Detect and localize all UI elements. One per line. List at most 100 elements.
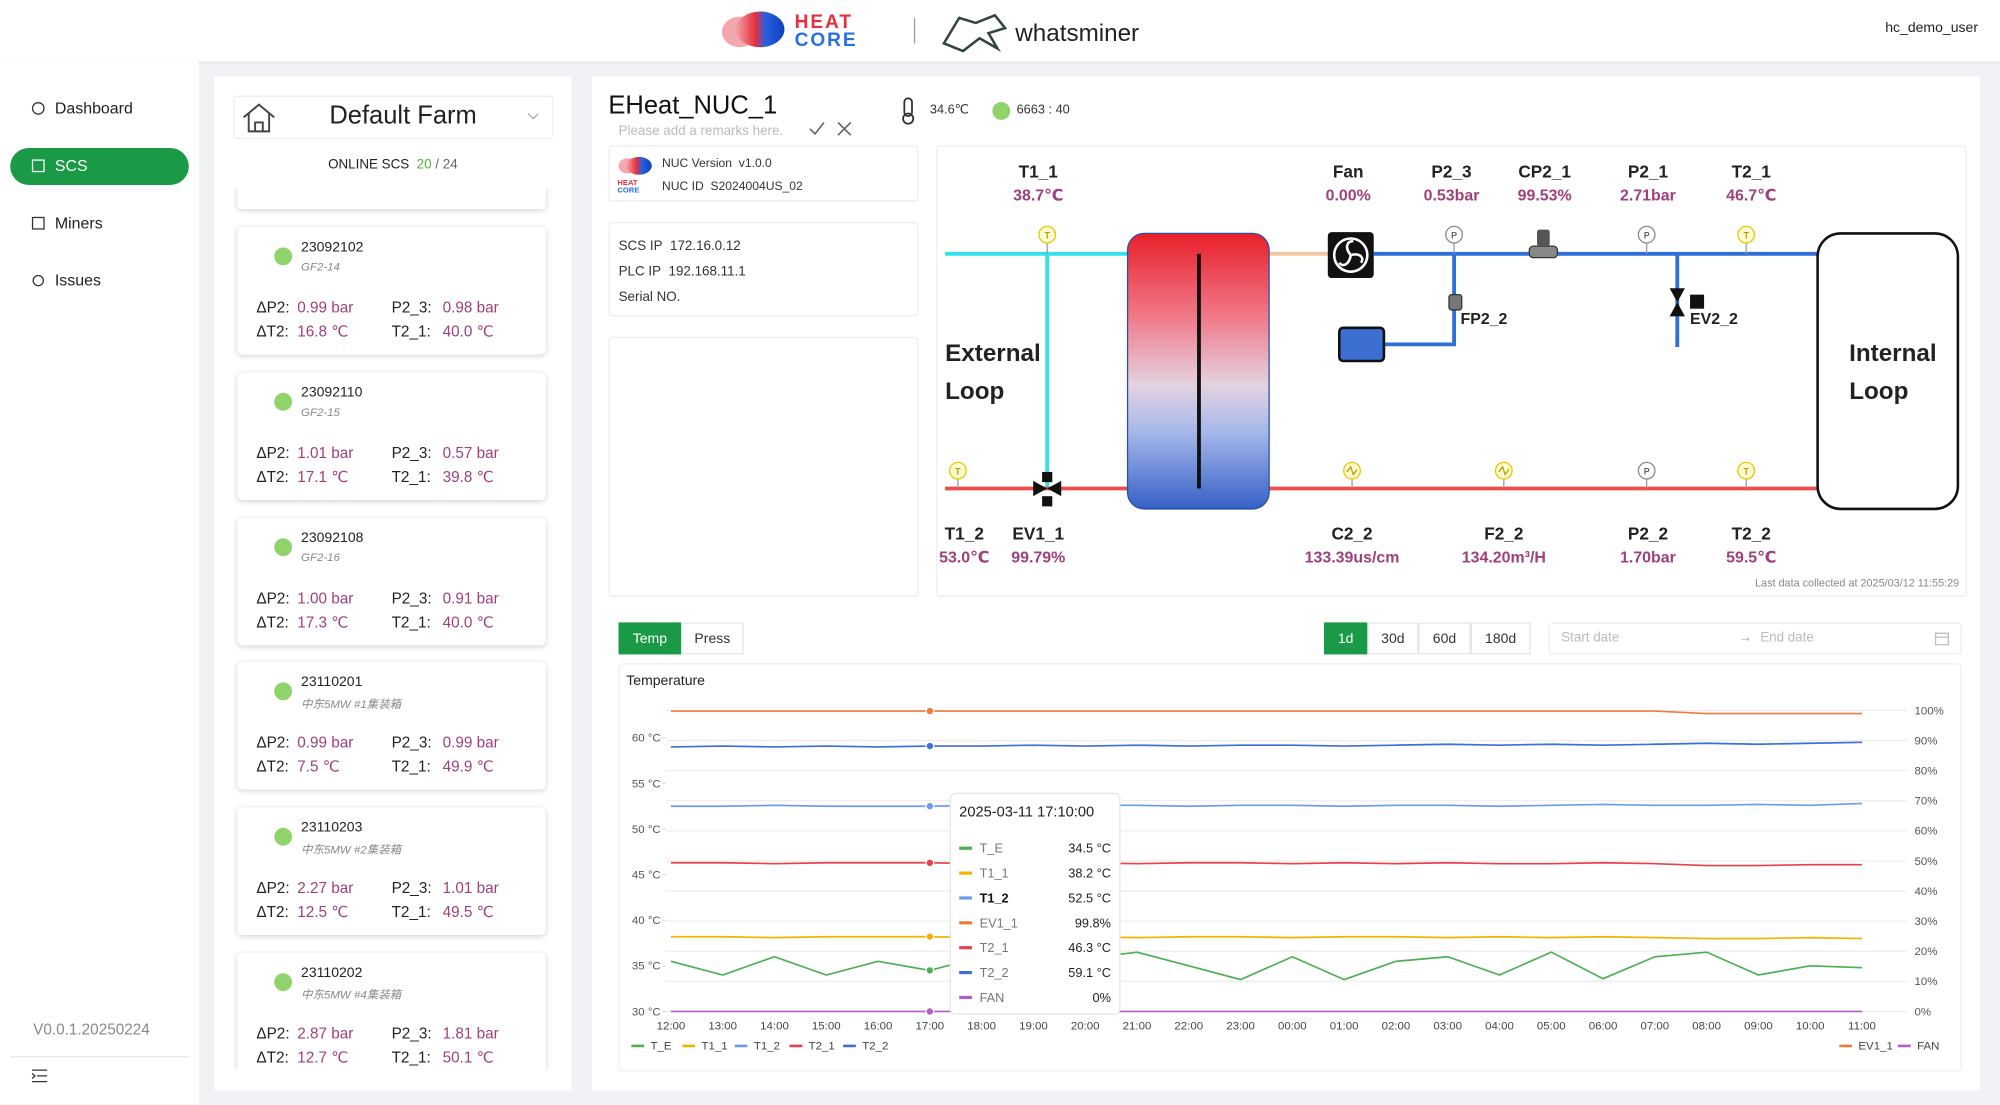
- metric-label: ΔP2:: [256, 588, 290, 607]
- diagram-labels: External Loop Internal Loop FP2_2 EV2_2: [945, 311, 1936, 405]
- tooltip-name: T_E: [980, 841, 1003, 856]
- nuc-version: NUC Version v1.0.0: [662, 157, 772, 171]
- tooltip-value: 59.1 °C: [1068, 965, 1111, 980]
- card-id: 23092110: [301, 384, 363, 401]
- reading-name: CP2_1: [1518, 161, 1571, 181]
- sensor: [1737, 461, 1756, 480]
- series-line: [670, 802, 1863, 808]
- user[interactable]: hc_demo_user: [1885, 20, 1979, 36]
- status-dot: [274, 682, 293, 701]
- card[interactable]: 23092110 GF2-15 ΔP2: 1.01 bar P2_3: 0.57 bar Δ…: [237, 372, 546, 500]
- tab[interactable]: Press: [681, 622, 744, 655]
- card-id: 23110202: [301, 965, 363, 981]
- reading-name: T1_2: [945, 524, 984, 544]
- metric-label: ΔP2:: [256, 879, 290, 897]
- metric-value: 7.5 ℃: [297, 758, 340, 777]
- card-id: 23092108: [301, 530, 364, 546]
- metric-label: T2_1:: [391, 613, 431, 631]
- tab[interactable]: Temp: [618, 622, 682, 655]
- card[interactable]: 23110203 中东5MW #2集装箱 ΔP2: 2.27 bar P2_3: 1.01…: [237, 807, 546, 936]
- card[interactable]: [237, 188, 546, 210]
- sensor-glyph: P: [1644, 466, 1650, 476]
- x-tick-label: 22:00: [1174, 1020, 1203, 1032]
- tank-small: [1338, 326, 1386, 363]
- sensor: [948, 461, 967, 480]
- nav-item[interactable]: Issues: [54, 271, 101, 290]
- status-dot: [274, 392, 293, 411]
- y-tick-label: 35 °C: [632, 961, 661, 973]
- metric-label: ΔT2:: [256, 1048, 289, 1067]
- series-line: [670, 741, 1863, 748]
- reading-name: T2_1: [1732, 161, 1772, 181]
- hover-point: [925, 932, 935, 942]
- collapse-icon[interactable]: [31, 1069, 49, 1083]
- range-button[interactable]: 60d: [1418, 622, 1471, 655]
- component-label: FP2_2: [1460, 311, 1507, 328]
- y2-tick-label: 30%: [1915, 916, 1938, 928]
- diagram-box: [936, 145, 1967, 597]
- label: PLC IP: [618, 264, 662, 280]
- end-date[interactable]: End date: [1760, 630, 1814, 646]
- active-nav[interactable]: [10, 147, 189, 185]
- farm-select[interactable]: [233, 95, 554, 140]
- loop-label: Loop: [945, 378, 1004, 405]
- y2-tick-label: 80%: [1915, 765, 1938, 777]
- status-dot: [274, 537, 293, 556]
- metric-value: 40.0 ℃: [442, 613, 494, 631]
- metric-value: 1.01 bar: [297, 443, 354, 462]
- hover-point: [925, 706, 935, 716]
- sensor-glyph: T: [1044, 231, 1050, 241]
- metric-label: P2_3:: [391, 733, 432, 752]
- start-date[interactable]: Start date: [1561, 630, 1620, 646]
- remark-actions[interactable]: [809, 121, 855, 136]
- nav-item[interactable]: Dashboard: [54, 99, 133, 118]
- reading-name: T2_2: [1732, 524, 1771, 544]
- tooltip-value: 99.8%: [1075, 915, 1111, 930]
- value: v1.0.0: [738, 156, 772, 171]
- tooltip-value: 38.2 °C: [1068, 866, 1111, 881]
- reading-name: P2_2: [1628, 524, 1668, 544]
- status: 6663 : 40: [1016, 103, 1070, 118]
- thermometer-icon: [902, 97, 915, 125]
- range-button[interactable]: 1d: [1323, 622, 1368, 655]
- card[interactable]: 23092102 GF2-14 ΔP2: 0.99 bar P2_3: 0.98 bar Δ…: [237, 227, 546, 355]
- range-button[interactable]: 30d: [1367, 622, 1419, 655]
- value: 192.168.11.1: [668, 264, 746, 280]
- metric-label: P2_3:: [391, 443, 432, 462]
- card-group: 中东5MW #1集装箱: [301, 698, 402, 711]
- metric-label: ΔP2:: [256, 298, 290, 317]
- sensor: [1737, 225, 1756, 244]
- card[interactable]: 23110201 中东5MW #1集装箱 ΔP2: 0.99 bar P2_3: 0.99…: [237, 662, 546, 791]
- status-dot: [274, 828, 293, 846]
- status-dot: [992, 102, 1011, 120]
- nav-item[interactable]: SCS: [54, 156, 88, 175]
- last-collected: Last data collected at 2025/03/12 11:55:…: [1755, 576, 1960, 590]
- remark-input[interactable]: Please add a remarks here.: [618, 123, 784, 140]
- sensor-wave: [1498, 465, 1510, 476]
- x-tick-label: 12:00: [657, 1020, 686, 1032]
- card[interactable]: 23110202 中东5MW #4集装箱 ΔP2: 2.87 bar P2_3: 1.81…: [237, 952, 546, 1069]
- status-dot: [274, 973, 293, 992]
- sensor-glyph: P: [1644, 231, 1650, 241]
- chart-title: Temperature: [626, 672, 705, 688]
- y2-tick-label: 0%: [1915, 1006, 1932, 1018]
- x-tick-label: 18:00: [967, 1020, 996, 1032]
- reading-value: 99.79%: [1011, 549, 1065, 566]
- nav-item[interactable]: Miners: [54, 214, 103, 233]
- card[interactable]: 23092108 GF2-16 ΔP2: 1.00 bar P2_3: 0.91 bar Δ…: [237, 517, 546, 645]
- tooltip-box: [949, 792, 1121, 1015]
- reading-name: F2_2: [1484, 524, 1523, 544]
- legend-label: T2_2: [862, 1041, 888, 1053]
- tooltip-name: T2_1: [980, 940, 1009, 955]
- date-range[interactable]: [1548, 622, 1962, 655]
- reading-value: 2.71bar: [1620, 187, 1676, 204]
- separator: /: [435, 156, 440, 173]
- scs-ip: SCS IP 172.16.0.12: [619, 239, 741, 254]
- sensor-glyph: T: [955, 466, 961, 476]
- serial: Serial NO.: [618, 289, 681, 305]
- metric-label: P2_3:: [391, 298, 432, 317]
- icon: [31, 159, 45, 173]
- valve-actuator: [1690, 294, 1705, 309]
- reading-value: 0.00%: [1326, 187, 1371, 204]
- range-button[interactable]: 180d: [1470, 622, 1531, 655]
